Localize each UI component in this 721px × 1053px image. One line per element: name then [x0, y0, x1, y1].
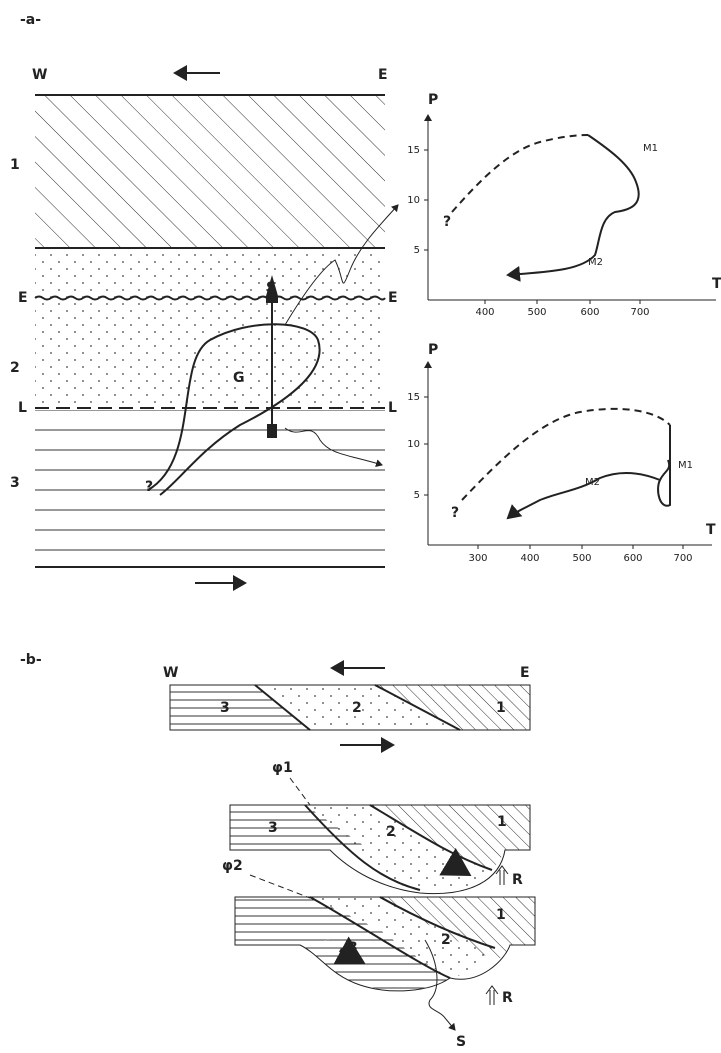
pt-chart: P T 5 10 15 400 500 600 700 M1 M2 ? — [407, 92, 721, 318]
question-mark: ? — [451, 505, 459, 521]
retrograde-path — [508, 135, 639, 275]
question-mark: ? — [443, 214, 451, 230]
retrograde-path — [658, 425, 670, 506]
uplift-arrow — [486, 986, 498, 1005]
panel-label: -b- — [20, 652, 42, 668]
west-label: W — [32, 67, 47, 83]
east-label: E — [378, 67, 388, 83]
e-label: E — [18, 290, 28, 306]
r-label: R — [512, 872, 523, 888]
panel-a: -a- W E 1 2 3 E E L L S G ? — [10, 12, 398, 583]
y-tick-label: 5 — [414, 490, 420, 501]
unit-2 — [35, 248, 385, 408]
figure: -a- W E 1 2 3 E E L L S G ? P T 5 10 15 … — [0, 0, 721, 1053]
unit-label: 2 — [10, 360, 20, 376]
s-label: S — [456, 1034, 466, 1050]
g-label: G — [233, 370, 245, 386]
trace — [290, 778, 310, 805]
unit-label: 3 — [268, 820, 278, 836]
unit-label: 2 — [386, 824, 396, 840]
prograde-path — [462, 409, 670, 500]
y-axis-label: P — [428, 92, 438, 108]
east-label: E — [520, 665, 530, 681]
y-tick-label: 15 — [407, 145, 420, 156]
marker — [267, 424, 277, 438]
r-label: R — [502, 990, 513, 1006]
unit-label: 3 — [10, 475, 20, 491]
x-tick-label: 700 — [630, 307, 649, 318]
m2-label: M2 — [588, 257, 603, 268]
m1-label: M1 — [678, 460, 693, 471]
phi-label: φ1 — [272, 760, 293, 776]
x-tick-label: 700 — [673, 553, 692, 564]
unit-label: 2 — [441, 932, 451, 948]
x-tick-label: 600 — [623, 553, 642, 564]
l-label: L — [388, 400, 397, 416]
y-axis-label: P — [428, 342, 438, 358]
y-tick-label: 10 — [407, 439, 420, 450]
x-axis-label: T — [712, 276, 721, 292]
x-tick-label: 400 — [520, 553, 539, 564]
x-tick-label: 500 — [572, 553, 591, 564]
m1-label: M1 — [643, 143, 658, 154]
marker — [266, 296, 278, 303]
e-label: E — [388, 290, 398, 306]
x-tick-label: 600 — [580, 307, 599, 318]
unit-label: 2 — [352, 700, 362, 716]
x-tick-label: 500 — [527, 307, 546, 318]
unit-label: 1 — [10, 157, 20, 173]
unit-label: 1 — [497, 814, 507, 830]
retrograde-path — [508, 473, 660, 518]
m2-label: M2 — [585, 477, 600, 488]
unit-label: 1 — [496, 907, 506, 923]
unit-3 — [35, 410, 385, 565]
phi-label: φ2 — [222, 858, 243, 874]
panel-label: -a- — [20, 12, 41, 28]
pt-chart: P T 5 10 15 300 400 500 600 700 M1 M2 ? — [407, 342, 716, 564]
panel-b: -b- W E 3 2 1 φ1 3 2 1 R φ2 1 2 3 R S — [20, 652, 535, 1050]
x-axis-label: T — [706, 522, 716, 538]
x-tick-label: 300 — [468, 553, 487, 564]
west-label: W — [163, 665, 178, 681]
unit-label: 3 — [220, 700, 230, 716]
trace — [250, 875, 310, 898]
l-label: L — [18, 400, 27, 416]
prograde-path — [452, 135, 588, 212]
unit-label: 3 — [348, 940, 358, 956]
y-tick-label: 10 — [407, 195, 420, 206]
y-tick-label: 15 — [407, 392, 420, 403]
y-tick-label: 5 — [414, 245, 420, 256]
x-tick-label: 400 — [475, 307, 494, 318]
unit-1 — [35, 95, 385, 248]
unit-label: 1 — [496, 700, 506, 716]
